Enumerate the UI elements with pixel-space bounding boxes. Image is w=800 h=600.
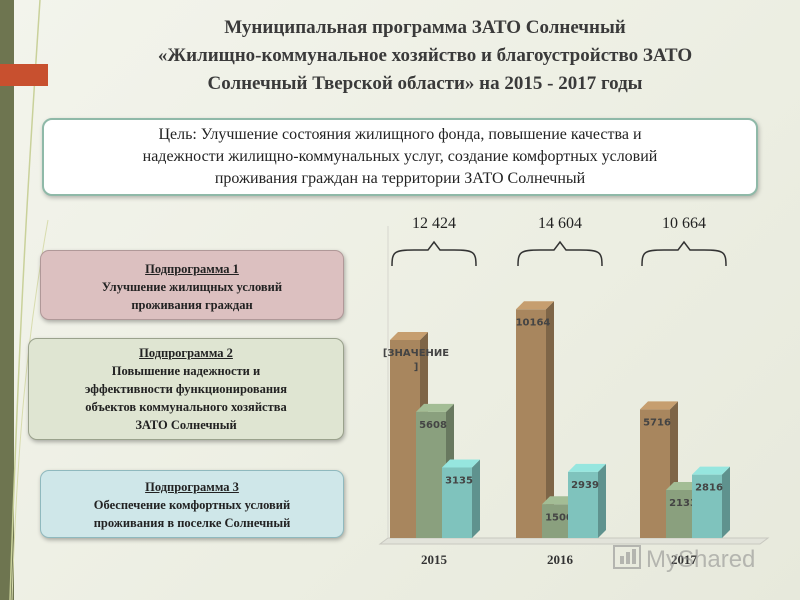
bar	[416, 411, 446, 538]
chart-floor	[378, 537, 770, 545]
subprogram-2-line: Повышение надежности и	[111, 364, 261, 378]
bar-chart: 12 424 2015 14 604 2016 10 664 2017 [ЗНАЧЕНИЕ]…	[378, 215, 770, 567]
subprogram-3-box: Подпрограмма 3 Обеспечение комфортных ус…	[40, 470, 344, 538]
bar-top	[442, 459, 480, 468]
data-label: 10164	[516, 317, 551, 328]
data-label: 1500	[545, 512, 573, 523]
subprogram-2-line: объектов коммунального хозяйства	[85, 400, 287, 414]
bar	[568, 471, 598, 538]
category-label: 2015	[421, 552, 448, 567]
subprogram-3-line: проживания в поселке Солнечный	[93, 516, 291, 530]
data-label: 2939	[571, 480, 599, 491]
slide-title: Муниципальная программа ЗАТО Солнечный «…	[60, 14, 790, 98]
total-label: 12 424	[412, 215, 456, 232]
bar-top	[416, 403, 454, 412]
bar-side	[546, 301, 554, 538]
bar-side	[598, 463, 606, 538]
total-bracket	[641, 240, 727, 267]
title-line-1: Муниципальная программа ЗАТО Солнечный	[224, 17, 626, 38]
subprogram-2-line: эффективности функционирования	[84, 382, 288, 396]
data-label: 2133	[669, 498, 697, 509]
title-line-3: Солнечный Тверской области» на 2015 - 20…	[207, 73, 643, 94]
subprogram-1-heading: Подпрограмма 1	[145, 262, 239, 276]
bar-side	[472, 459, 480, 538]
bar	[692, 474, 722, 538]
subprogram-2-line: ЗАТО Солнечный	[135, 418, 237, 432]
bar-top	[516, 301, 554, 310]
subprogram-1-box: Подпрограмма 1 Улучшение жилищных услови…	[40, 250, 344, 320]
total-bracket	[517, 240, 603, 267]
data-label: 3135	[445, 475, 473, 486]
subprogram-3-line: Обеспечение комфортных условий	[93, 498, 291, 512]
subprogram-3-heading: Подпрограмма 3	[145, 480, 239, 494]
watermark: MyShared	[613, 545, 755, 573]
total-label: 14 604	[538, 215, 582, 232]
goal-line-2: надежности жилищно-коммунальных услуг, с…	[142, 148, 658, 165]
bar	[640, 409, 670, 538]
bar-top	[692, 466, 730, 475]
bar-side	[722, 466, 730, 538]
subprogram-1-line: Улучшение жилищных условий	[101, 280, 283, 294]
accent-tab	[0, 64, 48, 86]
watermark-text: MyShared	[646, 546, 755, 573]
total-label: 10 664	[662, 215, 706, 232]
bar	[516, 309, 546, 538]
data-label: ]	[414, 362, 419, 373]
bar	[666, 490, 696, 538]
total-bracket	[391, 240, 477, 267]
bar-top	[390, 332, 428, 340]
bar-top	[568, 463, 606, 472]
title-line-2: «Жилищно-коммунальное хозяйство и благоу…	[157, 45, 693, 66]
bar	[542, 504, 572, 538]
category-label: 2016	[547, 552, 574, 567]
subprogram-2-box: Подпрограмма 2 Повышение надежности и эф…	[28, 338, 344, 440]
data-label: [ЗНАЧЕНИЕ	[383, 348, 449, 359]
goal-box: Цель: Улучшение состояния жилищного фонд…	[42, 118, 758, 196]
left-stripe	[0, 0, 14, 600]
data-label: 5608	[419, 420, 447, 431]
goal-line-3: проживания граждан на территории ЗАТО Со…	[214, 170, 586, 187]
subprogram-2-heading: Подпрограмма 2	[139, 346, 233, 360]
data-label: 2816	[695, 483, 723, 494]
bar	[442, 467, 472, 538]
data-label: 5716	[643, 417, 671, 428]
bar-top	[640, 401, 678, 410]
bar	[390, 340, 420, 538]
category-label: 2017	[671, 552, 698, 567]
subprogram-1-line: проживания граждан	[131, 298, 253, 312]
goal-line-1: Цель: Улучшение состояния жилищного фонд…	[158, 126, 642, 143]
